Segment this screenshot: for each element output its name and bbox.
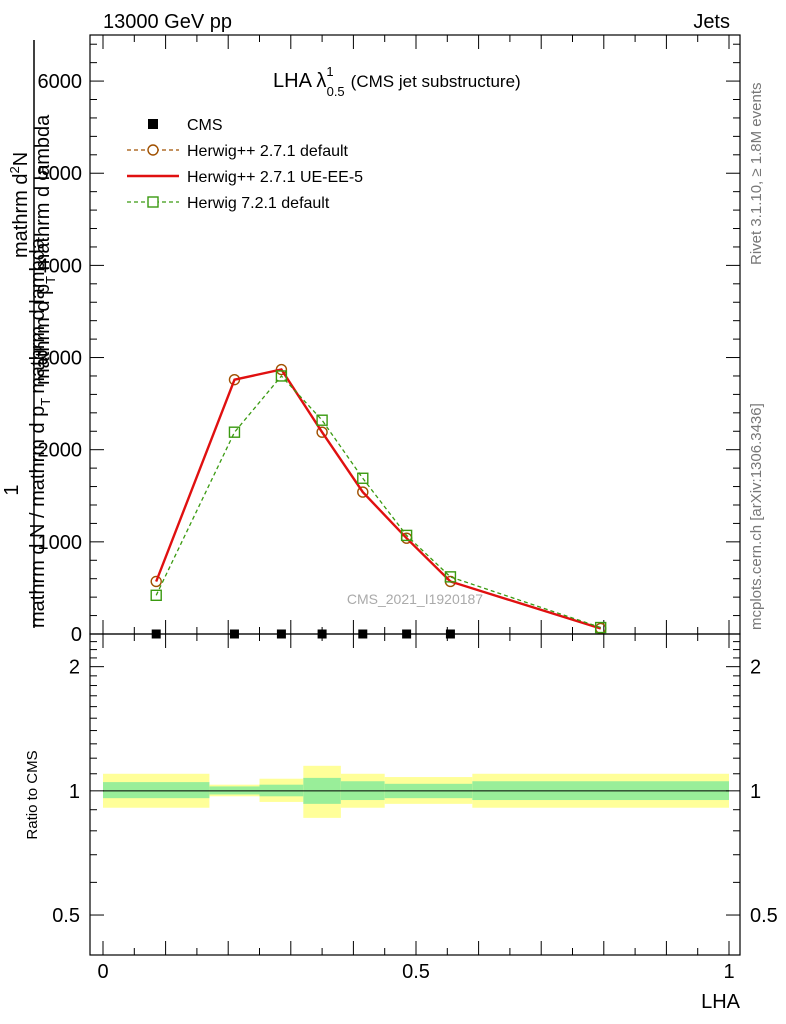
main-y-ticks: 0 1000 2000 3000 4000 5000 6000 xyxy=(38,43,740,646)
ylabel-den-end: mathrm d lambda xyxy=(27,237,49,393)
ylabel-top-end: N xyxy=(10,152,32,166)
watermark: CMS_2021_I1920187 xyxy=(347,591,483,607)
ratio-band-inner xyxy=(103,782,210,799)
legend-label: Herwig++ 2.7.1 default xyxy=(187,143,349,160)
ylabel-top-main: mathrm d xyxy=(10,174,32,258)
ratio-x-ticks xyxy=(102,634,730,955)
chart-title: LHA λ1 0.5 (CMS jet substructure) xyxy=(273,64,521,99)
chart-title-text: LHA λ1 0.5 (CMS jet substructure) xyxy=(273,64,521,99)
y-tick-label: 0 xyxy=(71,624,82,646)
ratio-y-tick-label-right: 2 xyxy=(750,657,761,679)
legend-marker-cms xyxy=(148,119,158,129)
y-tick-label: 2000 xyxy=(38,440,83,462)
title-note: (CMS jet substructure) xyxy=(351,72,521,91)
herwigpp-default-point xyxy=(150,575,162,588)
legend-label: Herwig++ 2.7.1 UE-EE-5 xyxy=(187,169,363,186)
y-tick-label: 3000 xyxy=(38,348,83,370)
ylabel-top: mathrm d2N xyxy=(7,152,32,258)
main-x-ticks xyxy=(102,35,730,634)
herwig7-point xyxy=(594,621,607,634)
x-tick-label: 1 xyxy=(723,961,734,983)
herwig7-point xyxy=(400,529,413,542)
main-panel: 0 1000 2000 3000 4000 5000 6000 CMS_2021_I1920… xyxy=(38,34,741,646)
header-right: Jets xyxy=(693,11,730,33)
x-tick-label: 0.5 xyxy=(402,961,430,983)
legend-marker-circle xyxy=(147,144,159,156)
herwig7-point xyxy=(275,370,288,382)
y-tick-label: 5000 xyxy=(38,163,83,185)
title-sub: 0.5 xyxy=(327,84,345,99)
ratio-y-tick-label-right: 0.5 xyxy=(750,905,778,927)
y-tick-label: 4000 xyxy=(38,255,83,277)
legend: CMS Herwig++ 2.7.1 default Herwig++ 2.7.1 … xyxy=(127,117,363,212)
herwigpp-default-point xyxy=(316,426,328,438)
ylabel-mid-main: mathrm d p xyxy=(32,284,54,385)
ylabel-top-sup: 2 xyxy=(7,166,22,173)
ratio-bands xyxy=(103,765,729,818)
ratio-y-tick-label: 1 xyxy=(69,781,80,803)
legend-label: Herwig 7.2.1 default xyxy=(187,195,330,212)
ylabel-mid-sub: T xyxy=(43,276,58,284)
herwig7-point xyxy=(444,571,457,583)
y-axis-label: 1 mathrm d2N mathrm d pT mathrm d lambda… xyxy=(1,40,58,628)
ylabel-den-sub: T xyxy=(38,398,53,406)
herwig7-point xyxy=(228,426,241,438)
herwig7-point xyxy=(150,589,162,601)
side-label-top: Rivet 3.1.10, ≥ 1.8M events xyxy=(748,83,765,266)
side-label-bottom: mcplots.cern.ch [arXiv:1306.3436] xyxy=(748,403,765,630)
ylabel-mid-end: mathrm d lambda xyxy=(32,114,54,276)
ratio-y-label: Ratio to CMS xyxy=(24,750,41,839)
series-line-3 xyxy=(155,375,601,629)
ylabel-numerator: 1 xyxy=(1,484,23,495)
legend-marker-square xyxy=(147,196,159,208)
ylabel-mid: mathrm d pT mathrm d lambda xyxy=(32,114,58,385)
title-sup: 1 xyxy=(326,64,333,79)
x-axis-label: LHA xyxy=(701,991,741,1013)
x-tick-labels: 0 0.5 1 xyxy=(97,961,734,983)
x-tick-label: 0 xyxy=(97,961,108,983)
ratio-y-tick-label: 0.5 xyxy=(52,905,80,927)
title-main: LHA λ xyxy=(273,70,326,92)
y-tick-label: 6000 xyxy=(38,71,83,93)
series-line-2 xyxy=(155,368,602,630)
herwigpp-default-point xyxy=(357,486,369,498)
ratio-y-tick-label: 2 xyxy=(69,657,80,679)
ratio-frame xyxy=(89,633,741,956)
herwig7-point xyxy=(357,472,369,484)
ratio-panel: 0.5 0.5 1 1 2 2 Ratio to CMS xyxy=(24,633,778,956)
legend-label: CMS xyxy=(187,117,223,134)
herwig7-point xyxy=(316,414,328,426)
header-left: 13000 GeV pp xyxy=(103,11,232,33)
ratio-y-ticks: 0.5 0.5 1 1 2 2 xyxy=(52,641,778,927)
ylabel-denominator: mathrm d N / mathrm d pTmathrm d lambda xyxy=(27,237,53,628)
y-tick-label: 1000 xyxy=(38,532,83,554)
ratio-y-tick-label-right: 1 xyxy=(750,781,761,803)
ylabel-den-main: mathrm d N / mathrm d p xyxy=(27,406,49,628)
